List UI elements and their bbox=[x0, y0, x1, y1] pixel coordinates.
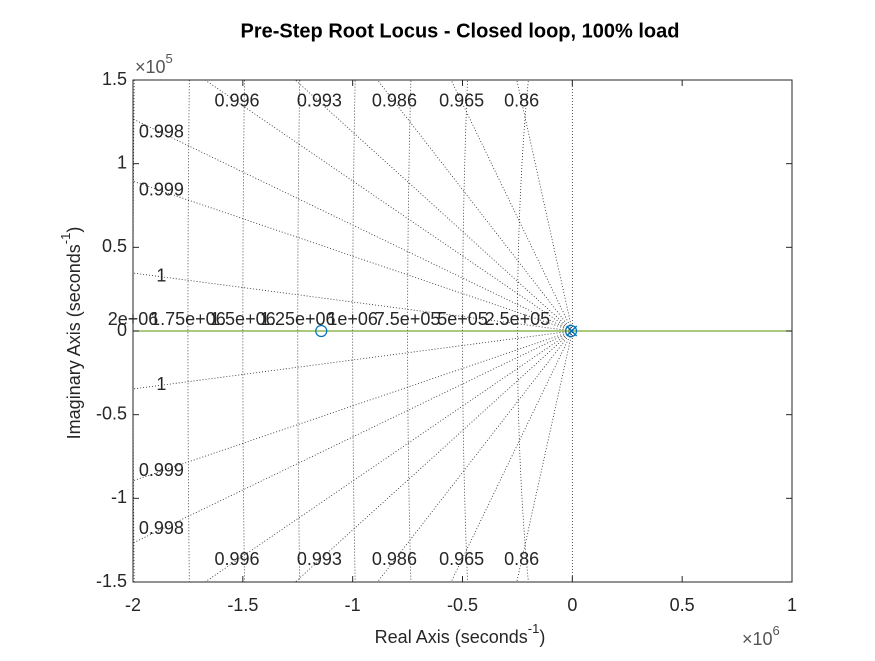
y-mult-exp: 5 bbox=[166, 51, 173, 66]
damping-line bbox=[450, 80, 573, 332]
y-tick-label: 1.5 bbox=[102, 69, 127, 89]
damping-label: 0.999 bbox=[139, 460, 184, 480]
damping-label: 0.965 bbox=[439, 549, 484, 569]
x-tick-label: 0 bbox=[567, 595, 577, 615]
frequency-label: 1.75e+06 bbox=[150, 309, 226, 329]
frequency-label: 1.5e+06 bbox=[210, 309, 276, 329]
y-tick-label: -0.5 bbox=[96, 403, 127, 423]
damping-label: 0.86 bbox=[504, 91, 539, 111]
axes: -2 -1.5 -1 -0.5 0 0.5 1 -1.5 -1 -0.5 0 0.5 1 1.5 bbox=[96, 69, 797, 615]
damping-label: 1 bbox=[156, 266, 166, 286]
damping-label: 0.965 bbox=[439, 91, 484, 111]
y-multiplier: ×105 bbox=[135, 51, 173, 76]
damping-label: 0.996 bbox=[214, 91, 259, 111]
damping-label: 0.999 bbox=[139, 180, 184, 200]
frequency-label: 2.5e+05 bbox=[485, 309, 551, 329]
x-mult-exp: 6 bbox=[773, 623, 780, 638]
y-tick-label: -1.5 bbox=[96, 571, 127, 591]
x-tick-label: 1 bbox=[787, 595, 797, 615]
damping-label: 1 bbox=[156, 374, 166, 394]
x-tick-label: -0.5 bbox=[447, 595, 478, 615]
x-multiplier: ×106 bbox=[742, 623, 780, 648]
frequency-label: 5e+05 bbox=[437, 309, 488, 329]
frequency-label: 1.25e+06 bbox=[260, 309, 336, 329]
damping-label: 0.986 bbox=[372, 549, 417, 569]
y-label-sup: -1 bbox=[58, 233, 73, 245]
chart-title: Pre-Step Root Locus - Closed loop, 100% … bbox=[241, 20, 680, 42]
zero-marker bbox=[564, 324, 578, 338]
y-label-end: ) bbox=[64, 227, 84, 233]
x-label-end: ) bbox=[539, 627, 545, 647]
damping-line bbox=[133, 118, 573, 332]
plot-area bbox=[133, 80, 792, 582]
damping-line bbox=[133, 272, 573, 332]
y-mult-base: ×10 bbox=[135, 57, 166, 77]
y-tick-label: 0.5 bbox=[102, 236, 127, 256]
x-mult-base: ×10 bbox=[742, 629, 773, 649]
damping-line bbox=[450, 330, 573, 582]
y-tick-label: -1 bbox=[111, 487, 127, 507]
damping-line bbox=[133, 330, 573, 544]
y-label-text: Imaginary Axis (seconds bbox=[64, 244, 84, 439]
y-tick-label: 1 bbox=[117, 152, 127, 172]
frequency-label: 1e+06 bbox=[327, 309, 378, 329]
damping-label: 0.993 bbox=[297, 91, 342, 111]
zero-marker bbox=[315, 324, 328, 338]
grid-labels: 0.86 0.86 0.965 0.965 0.986 0.986 0.993 0.993 0.… bbox=[108, 91, 550, 569]
x-label-text: Real Axis (seconds bbox=[375, 627, 528, 647]
damping-label: 0.993 bbox=[297, 549, 342, 569]
x-axis-label: Real Axis (seconds-1) bbox=[375, 621, 546, 646]
x-tick-label: 0.5 bbox=[670, 595, 695, 615]
damping-label: 0.86 bbox=[504, 549, 539, 569]
x-tick-label: -1 bbox=[345, 595, 361, 615]
damping-label: 0.996 bbox=[214, 549, 259, 569]
y-tick-label: 0 bbox=[117, 320, 127, 340]
y-axis-label: Imaginary Axis (seconds-1) bbox=[58, 227, 83, 440]
damping-label: 0.998 bbox=[139, 518, 184, 538]
damping-label: 0.986 bbox=[372, 91, 417, 111]
damping-label: 0.998 bbox=[139, 121, 184, 141]
damping-line bbox=[133, 330, 573, 390]
x-tick-label: -2 bbox=[125, 595, 141, 615]
x-label-sup: -1 bbox=[528, 621, 540, 636]
x-tick-label: -1.5 bbox=[227, 595, 258, 615]
frequency-label: 7.5e+05 bbox=[375, 309, 441, 329]
pole-marker bbox=[566, 325, 578, 337]
